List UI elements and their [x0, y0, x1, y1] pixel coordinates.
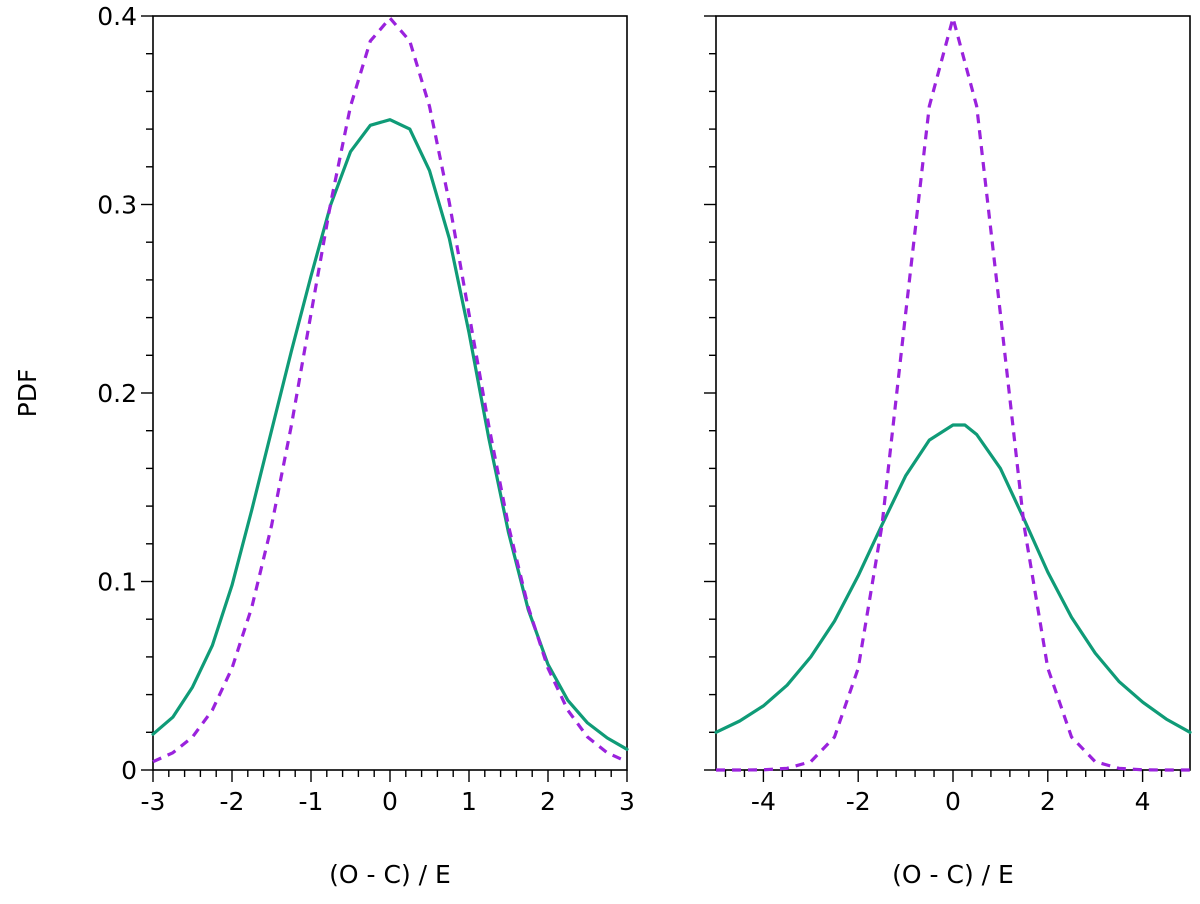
y-tick-label: 0: [121, 756, 137, 785]
y-axis-label: PDF: [13, 369, 42, 418]
x-tick-label: 2: [1040, 787, 1056, 816]
y-tick-label: 0.1: [97, 568, 137, 597]
right-tick-labels: -4 -2 0 2 4: [751, 787, 1151, 816]
normal-curve-line: [152, 16, 628, 764]
x-tick-label: -3: [141, 787, 166, 816]
right-series: [714, 16, 1192, 772]
empirical-curve-line: [714, 423, 1192, 734]
normal-curve-line: [716, 16, 1190, 772]
y-tick-label: 0.4: [97, 2, 137, 31]
x-tick-label: -4: [751, 787, 776, 816]
right-panel: -4 -2 0 2 4 (O - C) / E: [704, 15, 1192, 889]
x-tick-label: -1: [299, 787, 324, 816]
left-x-axis-label: (O - C) / E: [329, 860, 451, 889]
x-tick-label: 3: [619, 787, 635, 816]
right-ticks: [704, 15, 1182, 782]
left-series: [151, 16, 629, 764]
left-ticks: [141, 15, 628, 782]
right-x-axis-label: (O - C) / E: [892, 860, 1014, 889]
left-panel: -3 -2 -1 0 1 2 3 0 0.1 0.2 0.3 0.4 (O - C) / E PDF: [13, 2, 635, 889]
x-tick-label: 1: [461, 787, 477, 816]
right-plot-frame: [715, 15, 1191, 771]
y-tick-label: 0.3: [97, 191, 137, 220]
empirical-curve-line: [151, 118, 629, 751]
x-tick-label: 0: [945, 787, 961, 816]
left-plot-frame: [152, 15, 628, 771]
x-tick-label: -2: [220, 787, 245, 816]
x-tick-label: 4: [1135, 787, 1151, 816]
left-tick-labels: -3 -2 -1 0 1 2 3 0 0.1 0.2 0.3 0.4: [97, 2, 635, 816]
x-tick-label: 2: [540, 787, 556, 816]
y-tick-label: 0.2: [97, 379, 137, 408]
x-tick-label: -2: [846, 787, 871, 816]
x-tick-label: 0: [382, 787, 398, 816]
